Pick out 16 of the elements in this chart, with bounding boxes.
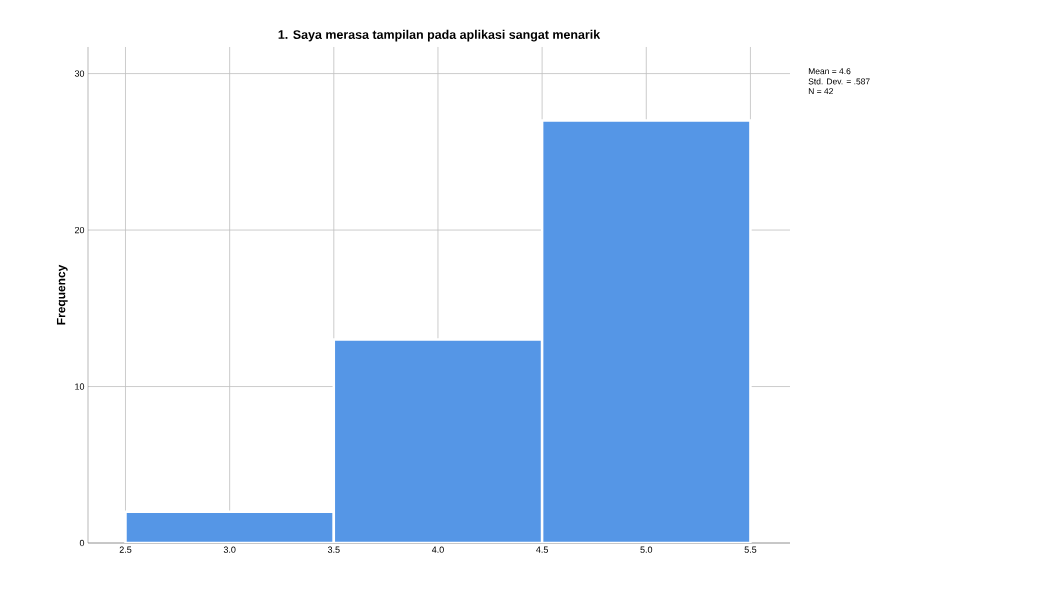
x-tick-label: 4.5 — [536, 546, 548, 553]
y-tick-label: 0 — [79, 539, 85, 547]
text: N = 42 — [808, 88, 833, 95]
text: Std. Dev. = .587 — [808, 78, 870, 85]
y-axis-title: Frequency — [56, 264, 68, 325]
x-tick-label: 5.5 — [744, 546, 757, 553]
x-tick-label: 3.0 — [223, 546, 236, 553]
chart-title: 1. Saya merasa tampilan pada aplikasi sangat menarik — [278, 29, 601, 42]
x-tick-label: 5.0 — [640, 546, 653, 553]
y-tick-label: 10 — [75, 383, 85, 390]
x-tick-label: 3.5 — [327, 546, 340, 553]
text: Mean = 4.6 — [808, 68, 851, 75]
x-tick-label: 4.0 — [431, 546, 444, 553]
y-tick-label: 20 — [74, 226, 85, 234]
y-tick-label: 30 — [74, 70, 85, 77]
x-tick-label: 2.5 — [119, 546, 132, 553]
